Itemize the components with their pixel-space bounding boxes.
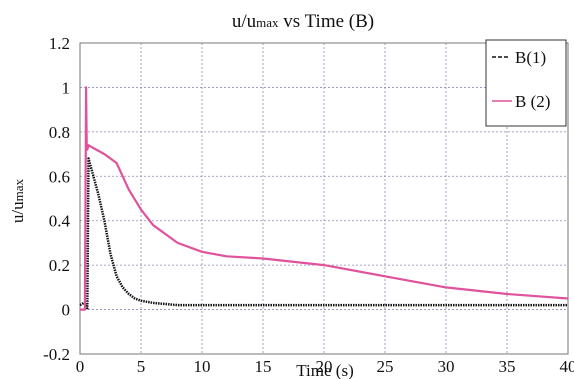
legend: B(1) B (2) xyxy=(485,39,567,127)
y-axis-label: u/umax xyxy=(8,178,27,223)
series-line-2 xyxy=(80,86,569,311)
x-tick-label: 10 xyxy=(194,357,211,376)
y-tick-label: -0.2 xyxy=(43,345,70,364)
y-tick-label: 1 xyxy=(62,78,71,97)
x-tick-label: 35 xyxy=(499,357,516,376)
legend-label-series-2: B (2) xyxy=(515,92,550,111)
y-tick-labels: -0.2 0 0.2 0.4 0.6 0.8 1 1.2 xyxy=(43,34,70,364)
x-tick-label: 40 xyxy=(560,357,574,376)
y-tick-label: 0.6 xyxy=(49,167,70,186)
x-tick-label: 30 xyxy=(438,357,455,376)
legend-label-series-1: B(1) xyxy=(515,48,546,67)
x-tick-label: 5 xyxy=(137,357,146,376)
y-tick-label: 1.2 xyxy=(49,34,70,53)
x-tick-label: 25 xyxy=(377,357,394,376)
x-tick-label: 15 xyxy=(255,357,272,376)
legend-box xyxy=(485,39,567,127)
x-axis-label: Time (s) xyxy=(296,361,353,379)
x-tick-label: 0 xyxy=(76,357,85,376)
y-tick-label: 0.8 xyxy=(49,123,70,142)
y-tick-label: 0 xyxy=(62,301,71,320)
x-tick-labels: 0 5 10 15 20 25 30 35 40 xyxy=(76,357,574,376)
y-tick-label: 0.2 xyxy=(49,256,70,275)
chart-title: u/umax vs Time (B) xyxy=(232,11,374,32)
x-tick-label: 20 xyxy=(316,357,333,376)
series-lines xyxy=(79,86,569,311)
plot-area-border xyxy=(79,42,569,355)
series-line-1 xyxy=(79,157,568,311)
y-tick-label: 0.4 xyxy=(49,212,71,231)
